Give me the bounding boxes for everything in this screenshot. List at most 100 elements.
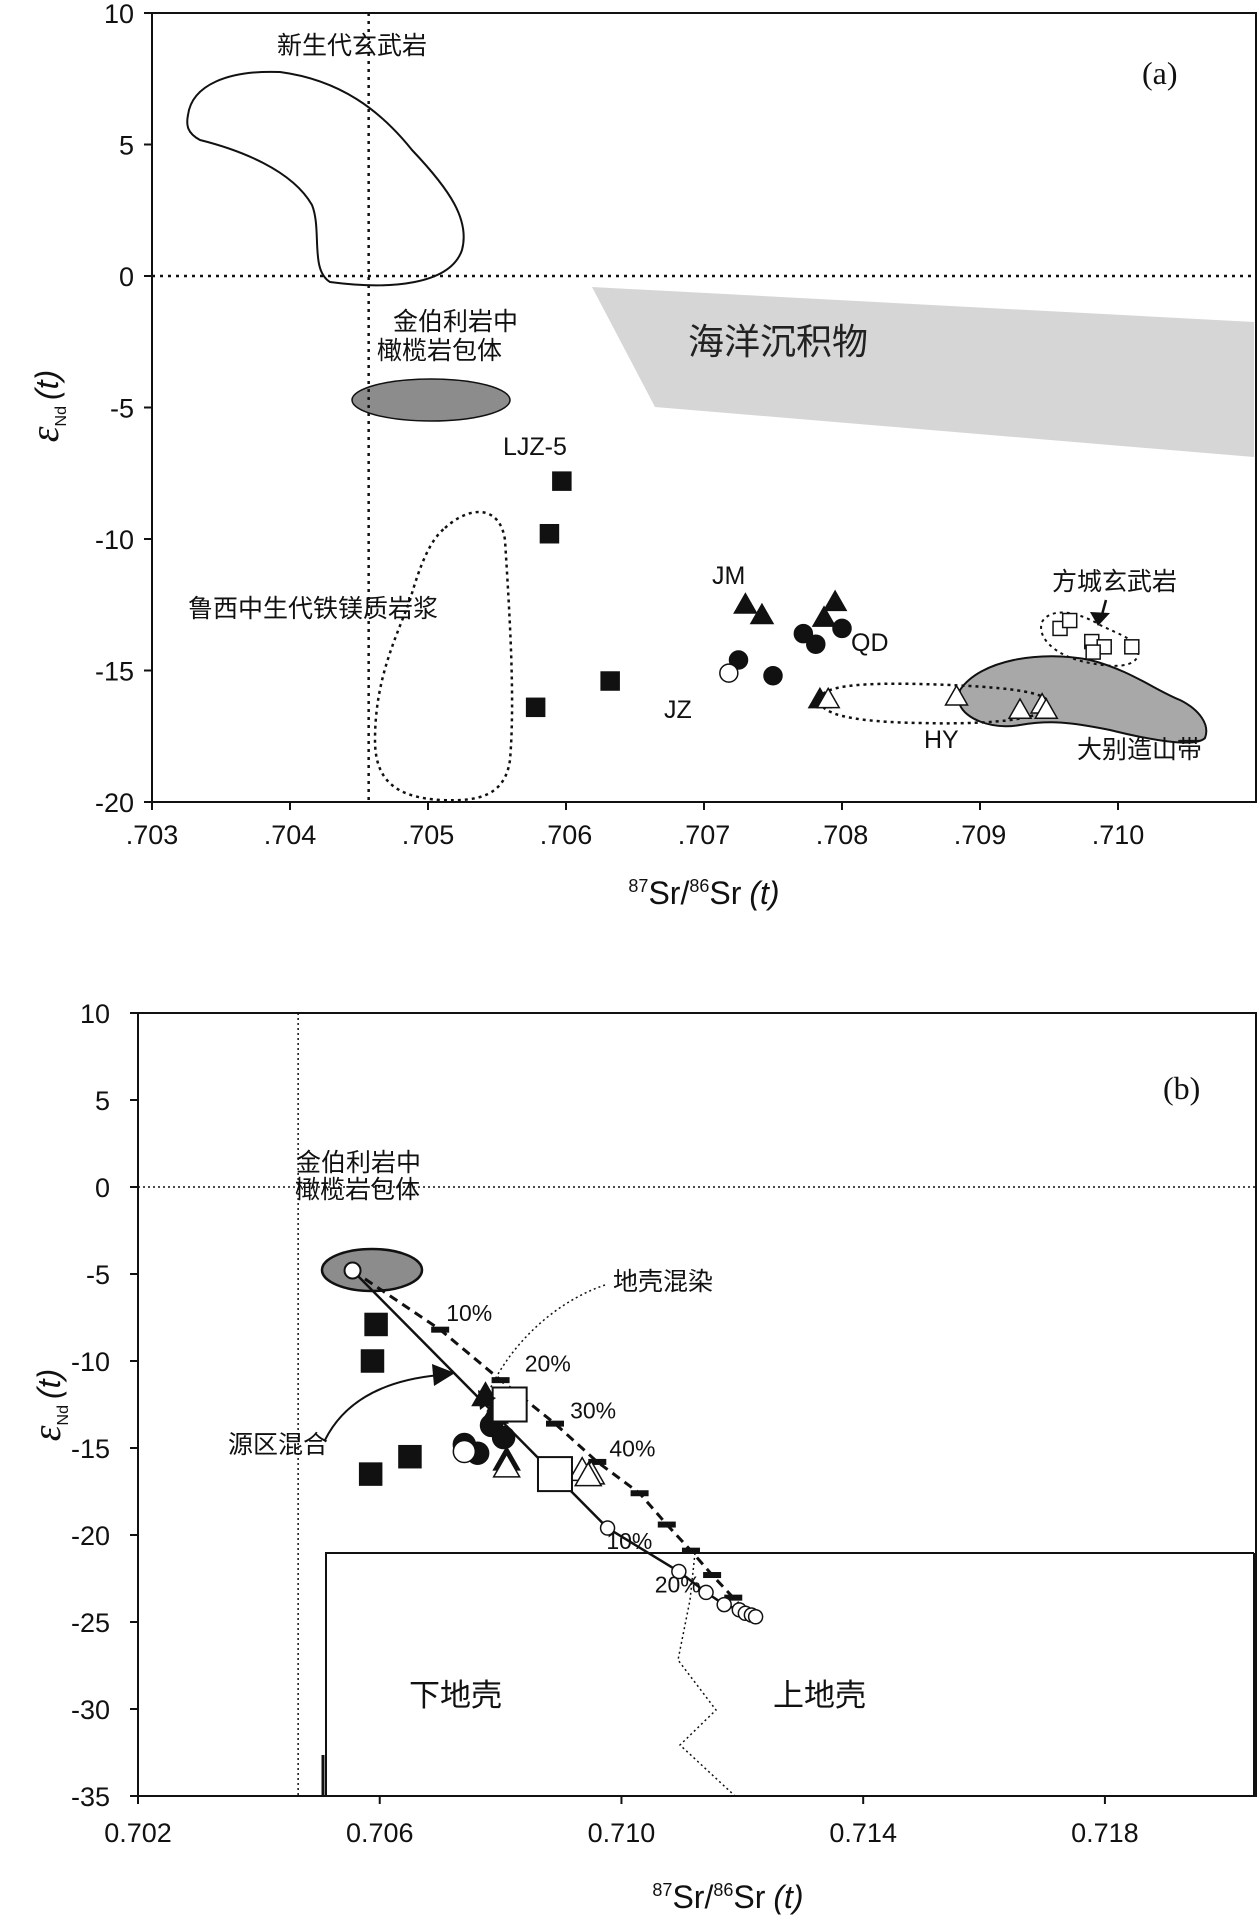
- crustal-contamination-label: 地壳混染: [613, 1267, 713, 1296]
- panel-a-x-tick-label: .708: [816, 820, 869, 850]
- panel-a-y-sub: Nd: [53, 406, 70, 426]
- panel-a-y-tick-label: -10: [95, 525, 134, 555]
- panel-a-point-filled-triangle: [822, 589, 848, 612]
- panel-b-point-filled-square: [358, 1462, 383, 1486]
- crustal-contamination-tick: [431, 1326, 450, 1333]
- kimberlite-xenolith-field: [351, 378, 511, 422]
- panel-a-point-open-square: [1124, 639, 1140, 655]
- panel-b-y-tick-label: 0: [95, 1173, 110, 1203]
- panel-b-y-tick-label: -25: [71, 1608, 110, 1638]
- hy-field: [818, 682, 1050, 725]
- ocean-sediment-label: 海洋沉积物: [688, 322, 868, 363]
- panel-b-point-open-circle: [452, 1439, 477, 1464]
- panel-b-y-tick-label: -35: [71, 1782, 110, 1812]
- crustal-contamination-tick: [545, 1420, 564, 1427]
- crustal-contamination-tick: [630, 1490, 649, 1497]
- panel-b-point-large-open-square: [491, 1386, 528, 1423]
- luxi-label: 鲁西中生代铁镁质岩浆: [188, 594, 438, 623]
- crustal-contamination-tick: [681, 1547, 700, 1554]
- crustal-contamination-tick: [657, 1521, 676, 1528]
- panel-a-reference-lines: [152, 13, 1256, 802]
- qd-label: QD: [851, 629, 889, 657]
- panel-b-x-tick-label: 0.718: [1071, 1818, 1139, 1848]
- kimberlite-label-line2: 橄榄岩包体: [377, 336, 502, 365]
- cenozoic-basalt-label: 新生代玄武岩: [277, 31, 427, 60]
- panel-b-x-tick-label: 0.706: [346, 1818, 414, 1848]
- panel-a-y-tick-label: 10: [104, 0, 134, 29]
- panel-b-y-tick-label: -10: [71, 1347, 110, 1377]
- panel-a-point-open-triangle: [815, 686, 841, 709]
- panel-a-y-epsilon: ε: [22, 426, 67, 442]
- panel-b-frame: [137, 1012, 1257, 1797]
- hy-label: HY: [924, 726, 959, 754]
- panel-b-point-open-triangle: [573, 1461, 603, 1487]
- panel-a-point-open-square: [1085, 644, 1101, 660]
- crustal-contamination-tick: [491, 1377, 510, 1384]
- dabie-field: [959, 655, 1208, 744]
- source-mixing-pct-label: 20%: [655, 1571, 701, 1597]
- panel-a-x-tick-label: .706: [540, 820, 593, 850]
- panel-a-y-axis-title: εNd (t): [22, 370, 70, 442]
- panel-a-y-tick-label: -5: [110, 394, 134, 424]
- panel-a-x-tick-label: .703: [126, 820, 179, 850]
- panel-b-y-tick-label: 10: [80, 999, 110, 1029]
- upper-crust-label: 上地壳: [773, 1678, 866, 1714]
- crustal-contamination-pct-label: 10%: [446, 1300, 492, 1326]
- panel-b-reference-lines: [138, 1013, 1256, 1796]
- crust-box: [325, 1552, 1254, 1796]
- panel-a-x-axis-title: 87Sr/86Sr (t): [628, 875, 779, 911]
- panel-b-x-tick-label: 0.702: [104, 1818, 172, 1848]
- crustal-contamination-tick: [588, 1458, 607, 1465]
- panel-a-points: [525, 471, 1140, 719]
- svg-text:εNd(t): εNd (t): [22, 370, 70, 442]
- panel-b-y-tick-label: -20: [71, 1521, 110, 1551]
- crustal-contamination-pct-label: 40%: [609, 1436, 655, 1462]
- panel-b-x-var: (t): [773, 1879, 803, 1915]
- crustal-contamination-tick: [703, 1572, 722, 1579]
- source-mixing-label: 源区混合: [228, 1430, 328, 1459]
- crustal-contamination-pct-label: 20%: [525, 1350, 571, 1376]
- panel-b-point-open-triangle: [492, 1452, 521, 1478]
- panel-b-y-epsilon: ε: [24, 1425, 69, 1441]
- panel-b-point-filled-square: [398, 1444, 422, 1469]
- panel-a-point-filled-square: [600, 671, 620, 691]
- crustal-contamination-pct-label: 30%: [570, 1397, 616, 1423]
- kimberlite-xenolith-field-b: [320, 1247, 424, 1293]
- panel-b-y-tick-label: -15: [71, 1434, 110, 1464]
- panel-b-point-large-open-square: [536, 1456, 573, 1493]
- panel-a-x-tick-label: .704: [264, 820, 317, 850]
- panel-a-axes: .703 .704 .705 .706 .707 .708 .709 .710 10 5 0 -5 -1…: [95, 0, 1144, 850]
- panel-b-y-tick-label: -30: [71, 1695, 110, 1725]
- source-mixing-arrow: [324, 1374, 441, 1441]
- panel-a-point-filled-circle: [728, 650, 749, 670]
- panel-a-point-filled-circle: [806, 634, 826, 654]
- panel-b-x-sup2: 86: [713, 1880, 733, 1900]
- panel-a-x-tick-label: .710: [1092, 820, 1145, 850]
- panel-a-point-filled-triangle: [749, 602, 775, 625]
- panel-a-point-open-triangle: [1007, 697, 1033, 719]
- panel-a-point-filled-circle: [793, 623, 814, 644]
- source-mixing-arrowhead: [432, 1364, 455, 1386]
- panel-b: 下地壳 上地壳 金伯利岩中 橄榄岩包体 0.702 0.706 0.710 0.714…: [24, 999, 1257, 1915]
- source-mixing-pct-label: 10%: [606, 1528, 652, 1554]
- source-mixing-node: [747, 1609, 764, 1625]
- panel-b-mixing-lines: 10%20%30%40%10%20%: [343, 1261, 764, 1625]
- panel-a-x-var: (t): [749, 875, 779, 911]
- panel-b-x-tick-label: 0.710: [588, 1818, 656, 1848]
- panel-a-point-filled-triangle: [733, 592, 758, 614]
- dabie-label: 大别造山带: [1077, 735, 1202, 764]
- panel-b-axes: 0.702 0.706 0.710 0.714 0.718 10 5 0 -5 -10 -15 -20…: [71, 999, 1139, 1848]
- kimberlite-b-label-line2: 橄榄岩包体: [295, 1175, 420, 1204]
- svg-text:εNd(t): εNd (t): [24, 1369, 72, 1441]
- panel-a-point-open-triangle: [944, 684, 969, 706]
- panel-a-point-filled-square: [552, 471, 572, 491]
- panel-b-x-tick-label: 0.714: [829, 1818, 897, 1848]
- panel-a-point-open-square: [1061, 612, 1078, 629]
- panel-a-point-filled-circle: [832, 618, 852, 639]
- source-mixing-node: [671, 1563, 687, 1580]
- panel-a-point-filled-square: [539, 523, 560, 544]
- panel-a-x-tick-label: .707: [678, 820, 731, 850]
- panel-a-y-tick-label: -15: [95, 657, 134, 687]
- panel-a-x-sup2: 86: [689, 876, 709, 896]
- panel-b-x-base1: Sr/: [672, 1879, 713, 1915]
